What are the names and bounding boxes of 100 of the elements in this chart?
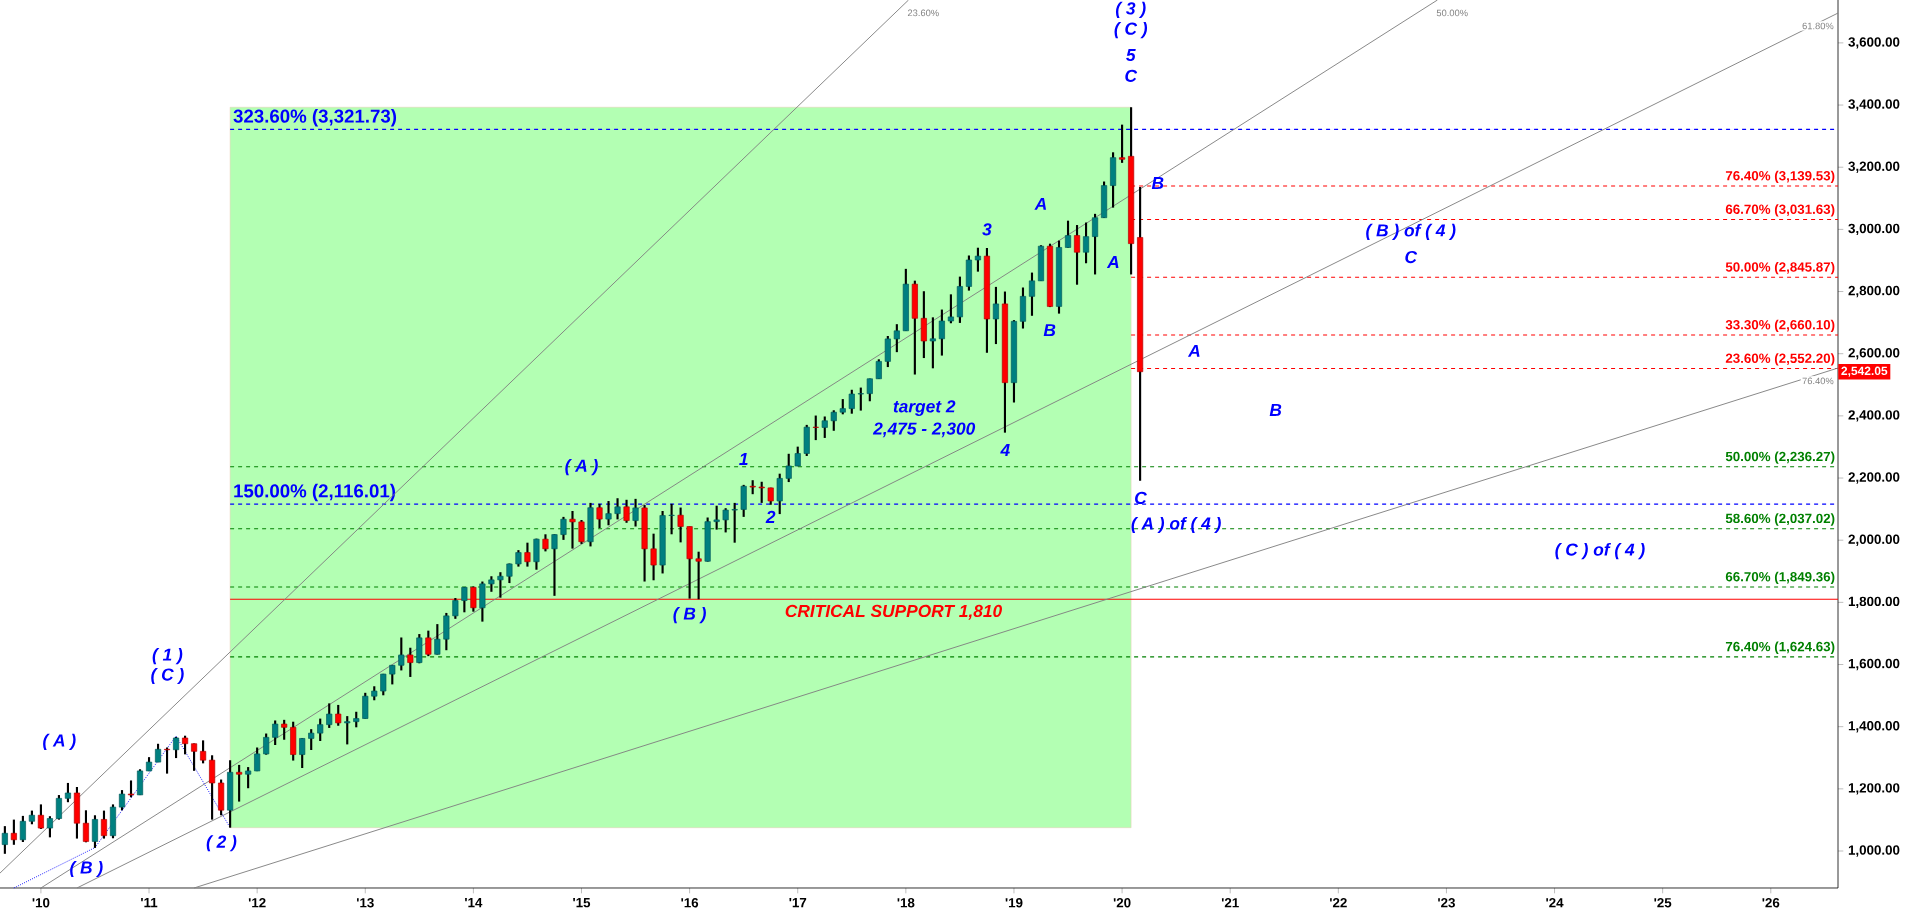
candlestick: [182, 734, 189, 756]
annotation: 4: [1000, 444, 1010, 457]
y-tick-label: 2,800.00: [1848, 285, 1900, 298]
x-tick-label: '15: [573, 898, 591, 908]
ref-line-label: 33.30% (2,660.10): [1725, 319, 1835, 333]
candlestick: [1119, 123, 1126, 164]
candlestick: [848, 388, 855, 415]
candlestick: [497, 571, 504, 599]
candlestick: [650, 532, 657, 582]
candlestick: [452, 596, 459, 620]
candlestick: [443, 611, 450, 652]
annotation: ( C ): [1114, 22, 1148, 39]
y-tick-label: 1,800.00: [1848, 596, 1900, 609]
candlestick: [893, 323, 900, 354]
annotation: ( C ) of ( 4 ): [1555, 542, 1645, 560]
candlestick: [91, 814, 99, 849]
candlestick: [299, 737, 306, 770]
candlestick: [434, 623, 441, 656]
candlestick: [731, 501, 738, 544]
candlestick: [938, 308, 945, 357]
candlestick: [875, 358, 882, 380]
x-tick-label: '24: [1546, 898, 1564, 908]
candlestick: [281, 718, 288, 741]
x-tick-label: '23: [1438, 898, 1455, 908]
candlestick: [164, 746, 171, 775]
candlestick: [344, 715, 351, 746]
x-tick-label: '11: [141, 898, 158, 908]
candlestick: [100, 809, 108, 840]
candlestick: [362, 691, 369, 720]
annotation: ( A ): [565, 459, 598, 476]
annotation: ( 2 ): [206, 835, 237, 852]
annotation: ( 1 ): [152, 648, 183, 665]
candlestick: [524, 541, 531, 568]
annotation: C: [1405, 250, 1418, 264]
text: 2,542.05: [1841, 366, 1888, 377]
candlestick: [254, 746, 261, 773]
candlestick: [569, 509, 576, 550]
y-tick-label: 2,600.00: [1848, 348, 1900, 360]
candlestick: [1092, 212, 1099, 276]
annotation: 5: [1126, 48, 1136, 62]
series-label: 50.00%: [1436, 9, 1468, 17]
candlestick: [263, 732, 270, 756]
candlestick: [10, 818, 17, 846]
ref-line-label: 66.70% (3,031.63): [1725, 204, 1835, 217]
candlestick: [1028, 271, 1036, 317]
candlestick: [821, 415, 828, 440]
candlestick: [623, 498, 630, 524]
candlestick: [812, 414, 819, 442]
candlestick: [317, 717, 324, 743]
candlestick: [118, 789, 126, 812]
candlestick: [758, 480, 765, 504]
annotation: ( B ): [673, 607, 706, 624]
x-tick-label: '22: [1330, 898, 1347, 908]
ref-line-label: 323.60% (3,321.73): [233, 109, 397, 127]
x-tick-label: '16: [681, 898, 699, 908]
candlestick: [398, 636, 405, 672]
x-tick-label: '18: [897, 898, 915, 908]
candlestick: [947, 293, 954, 325]
annotation: 2,475 - 2,300: [872, 422, 976, 438]
candlestick: [209, 754, 216, 821]
candlestick: [479, 580, 486, 623]
x-tick-label: '20: [1113, 898, 1131, 908]
y-tick-label: 2,200.00: [1848, 472, 1900, 484]
candlestick: [245, 766, 252, 790]
annotation: B: [1043, 324, 1056, 337]
y-tick-label: 1,600.00: [1848, 658, 1900, 671]
annotation: B: [1151, 177, 1164, 190]
candlestick: [740, 483, 747, 518]
ref-line-label: CRITICAL SUPPORT 1,810: [785, 604, 1002, 620]
candlestick: [136, 768, 144, 797]
ref-line-label: 50.00% (2,236.27): [1725, 451, 1835, 464]
y-tick-label: 3,600.00: [1848, 37, 1900, 49]
y-tick-label: 3,000.00: [1848, 223, 1900, 236]
x-tick-label: '14: [465, 898, 483, 908]
annotation: A: [1106, 256, 1119, 268]
candlestick: [46, 815, 53, 839]
y-tick-label: 1,400.00: [1848, 721, 1900, 733]
candlestick: [506, 562, 513, 585]
candlestick: [929, 316, 936, 370]
candlestick: [19, 814, 26, 844]
candlestick: [560, 515, 567, 541]
candlestick: [461, 586, 468, 614]
candlestick: [64, 781, 71, 804]
candlestick: [1, 825, 8, 855]
x-tick-label: '21: [1221, 898, 1239, 908]
candlestick: [632, 497, 639, 528]
candlestick: [335, 703, 342, 727]
series-label: 61.80%: [1802, 22, 1834, 30]
y-tick-label: 1,200.00: [1848, 783, 1900, 795]
annotation: ( B ): [70, 860, 103, 878]
candlestick: [614, 497, 621, 521]
annotation: 1: [739, 453, 748, 466]
candlestick: [326, 702, 333, 729]
candlestick: [407, 646, 414, 679]
candlestick: [1064, 219, 1072, 249]
y-tick-label: 3,200.00: [1848, 161, 1900, 173]
candlestick: [920, 290, 927, 360]
candlestick: [551, 533, 558, 597]
candlestick: [677, 506, 684, 544]
candlestick: [272, 719, 279, 747]
